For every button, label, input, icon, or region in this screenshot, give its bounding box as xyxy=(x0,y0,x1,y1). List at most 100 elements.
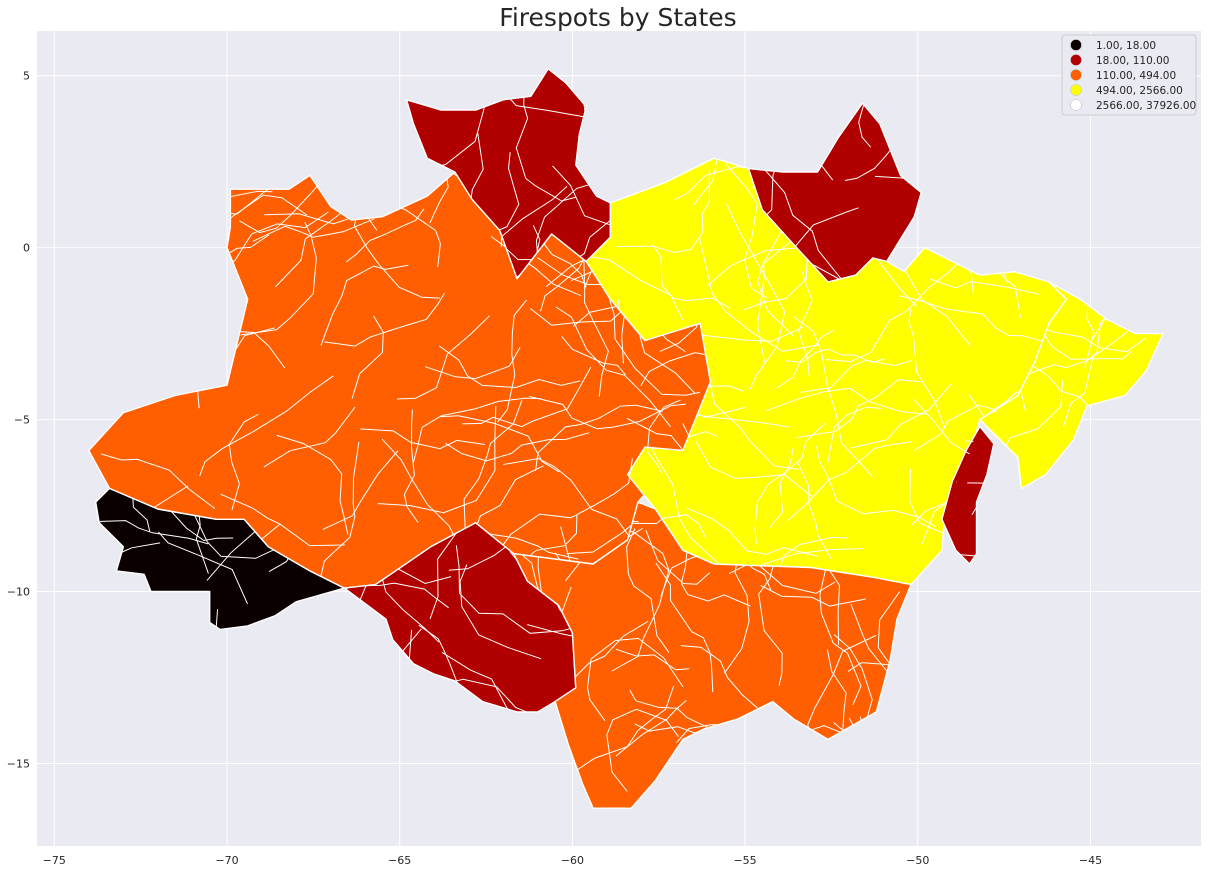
municipality-border xyxy=(626,528,670,653)
municipality-border xyxy=(695,441,813,498)
municipality-border xyxy=(276,434,349,535)
municipality-border xyxy=(263,406,356,468)
legend-box xyxy=(1061,34,1197,116)
municipality-border xyxy=(199,375,334,477)
municipality-border xyxy=(158,531,248,605)
x-tick-label: −60 xyxy=(561,854,584,867)
chart-title: Firespots by States xyxy=(499,3,736,32)
legend-entry: 494.00, 2566.00 xyxy=(1070,84,1183,97)
municipality-border xyxy=(351,315,384,399)
x-tick-label: −70 xyxy=(215,854,238,867)
municipality-border xyxy=(100,453,216,509)
state-region-roraima xyxy=(405,68,612,280)
municipality-border xyxy=(360,428,485,450)
y-tick-label: −15 xyxy=(7,757,30,770)
municipality-border xyxy=(445,432,590,462)
municipality-border xyxy=(440,415,560,473)
municipality-border xyxy=(322,450,399,530)
municipality-border xyxy=(644,434,719,564)
municipality-border xyxy=(825,249,971,363)
municipality-border xyxy=(126,488,151,533)
legend-entry: 18.00, 110.00 xyxy=(1070,54,1169,67)
municipality-border xyxy=(95,520,209,545)
municipality-border xyxy=(645,529,710,585)
x-tick-label: −65 xyxy=(388,854,411,867)
municipality-border xyxy=(726,203,786,390)
municipality-border xyxy=(652,244,731,309)
municipality-border xyxy=(850,383,952,449)
municipality-border xyxy=(1040,327,1146,353)
municipality-border xyxy=(318,441,360,586)
municipality-border xyxy=(629,690,732,738)
municipality-border xyxy=(345,208,425,263)
municipality-border xyxy=(462,366,592,428)
y-tick-label: 0 xyxy=(23,242,30,255)
legend-marker xyxy=(1070,99,1082,111)
municipality-border xyxy=(240,221,317,336)
municipality-border xyxy=(527,624,576,644)
municipality-border xyxy=(403,409,419,523)
municipality-border xyxy=(827,406,882,464)
municipality-border xyxy=(655,562,714,693)
municipality-border xyxy=(929,278,1040,295)
municipality-border xyxy=(798,271,813,376)
municipality-border xyxy=(239,183,320,234)
municipality-border xyxy=(760,584,866,607)
municipality-border xyxy=(220,493,345,547)
municipality-border xyxy=(586,246,684,321)
municipality-border xyxy=(497,299,527,423)
municipality-border xyxy=(535,404,663,472)
municipality-border xyxy=(705,367,799,470)
legend-entry: 1.00, 18.00 xyxy=(1070,39,1156,52)
municipality-border xyxy=(908,308,946,429)
municipality-border xyxy=(796,379,922,439)
municipality-border xyxy=(441,225,541,279)
municipality-border xyxy=(531,227,587,288)
municipality-border xyxy=(564,620,649,688)
municipality-border xyxy=(418,624,495,712)
municipality-border xyxy=(529,395,686,430)
municipality-border xyxy=(769,447,794,528)
municipality-border xyxy=(515,68,577,202)
municipality-border xyxy=(874,175,922,270)
legend-marker xyxy=(1070,54,1082,66)
x-tick-label: −50 xyxy=(906,854,929,867)
legend-entry: 110.00, 494.00 xyxy=(1070,69,1176,82)
legend-label: 1.00, 18.00 xyxy=(1096,40,1156,52)
municipality-border xyxy=(463,399,523,528)
legend-marker xyxy=(1070,39,1082,51)
municipality-border xyxy=(413,397,542,463)
municipality-border xyxy=(482,532,579,560)
municipality-border xyxy=(429,522,476,619)
legend-label: 110.00, 494.00 xyxy=(1096,70,1176,82)
x-tick-label: −75 xyxy=(43,854,66,867)
municipality-border xyxy=(858,103,893,148)
x-tick-label: −55 xyxy=(733,854,756,867)
municipality-border xyxy=(535,178,608,279)
municipality-border xyxy=(800,359,912,393)
municipality-border xyxy=(754,422,826,544)
legend-marker xyxy=(1070,69,1082,81)
legend: 1.00, 18.00 18.00, 110.00 110.00, 494.00… xyxy=(1061,34,1197,116)
municipality-border xyxy=(448,678,547,712)
municipality-border xyxy=(252,218,375,242)
municipality-border xyxy=(979,380,1064,483)
municipality-border xyxy=(569,685,675,781)
municipality-border xyxy=(228,413,259,510)
municipality-border xyxy=(429,172,456,224)
y-tick-label: 5 xyxy=(23,70,30,83)
municipality-border xyxy=(324,292,445,347)
municipality-border xyxy=(377,406,497,514)
legend-entry: 2566.00, 37926.00 xyxy=(1070,99,1196,112)
municipality-border xyxy=(816,446,937,528)
municipality-border xyxy=(552,165,611,265)
municipality-border xyxy=(765,387,928,415)
municipality-border xyxy=(616,170,710,254)
municipality-border xyxy=(498,458,633,551)
municipality-border xyxy=(455,545,576,634)
municipality-border xyxy=(877,591,911,701)
legend-marker xyxy=(1070,84,1082,96)
municipality-border xyxy=(793,316,873,477)
municipality-border xyxy=(396,315,490,400)
